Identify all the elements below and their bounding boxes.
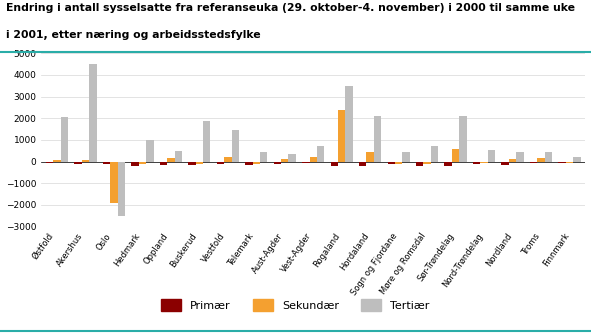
Bar xyxy=(174,151,182,162)
Text: Akershus: Akershus xyxy=(55,231,85,268)
Text: i 2001, etter næring og arbeidsstedsfylke: i 2001, etter næring og arbeidsstedsfylk… xyxy=(6,30,261,40)
Bar xyxy=(530,162,537,163)
Bar xyxy=(111,162,118,202)
Bar xyxy=(139,162,146,164)
Bar xyxy=(545,152,552,162)
Bar xyxy=(61,117,68,162)
Bar xyxy=(232,130,239,162)
Bar xyxy=(473,162,480,164)
Text: Nord-Trøndelag: Nord-Trøndelag xyxy=(441,231,485,289)
Text: Sogn og Fjordane: Sogn og Fjordane xyxy=(349,231,399,297)
Bar xyxy=(217,162,224,164)
Bar xyxy=(566,162,573,163)
Bar xyxy=(395,162,402,164)
Bar xyxy=(245,162,252,165)
Bar xyxy=(388,162,395,164)
Text: Nordland: Nordland xyxy=(484,231,514,268)
Bar xyxy=(480,162,488,163)
Bar xyxy=(274,162,281,164)
Bar xyxy=(366,152,374,162)
Bar xyxy=(444,162,452,166)
Bar xyxy=(189,162,196,165)
Bar xyxy=(416,162,423,166)
Bar xyxy=(82,161,89,162)
Text: Hedmark: Hedmark xyxy=(112,231,141,268)
Text: Troms: Troms xyxy=(521,231,542,257)
Bar xyxy=(310,157,317,162)
Bar xyxy=(423,162,431,164)
Bar xyxy=(558,162,566,163)
Text: Oppland: Oppland xyxy=(142,231,170,266)
Bar xyxy=(452,149,459,162)
Bar xyxy=(302,162,310,163)
Bar xyxy=(252,162,260,164)
Bar xyxy=(509,159,516,162)
Bar xyxy=(288,154,296,162)
Bar xyxy=(317,147,324,162)
Text: Oslo: Oslo xyxy=(95,231,113,252)
Bar xyxy=(167,158,174,162)
Bar xyxy=(131,162,139,166)
Text: Hordaland: Hordaland xyxy=(338,231,371,272)
Bar xyxy=(224,157,232,162)
Text: Aust-Agder: Aust-Agder xyxy=(251,231,285,275)
Bar xyxy=(431,147,438,162)
Bar xyxy=(345,86,353,162)
Bar xyxy=(330,162,338,166)
Bar xyxy=(46,162,53,163)
Bar xyxy=(281,159,288,162)
Text: Endring i antall sysselsatte fra referanseuka (29. oktober-4. november) i 2000 t: Endring i antall sysselsatte fra referan… xyxy=(6,3,575,13)
Y-axis label: Antall: Antall xyxy=(0,126,3,154)
Bar xyxy=(338,110,345,162)
Bar xyxy=(103,162,111,164)
Text: Vest-Agder: Vest-Agder xyxy=(280,231,313,274)
Text: Møre og Romsdal: Møre og Romsdal xyxy=(379,231,428,296)
Text: Sør-Trøndelag: Sør-Trøndelag xyxy=(416,231,456,283)
Text: Finnmark: Finnmark xyxy=(541,231,571,268)
Bar xyxy=(501,162,509,165)
Bar xyxy=(374,116,381,162)
Bar xyxy=(53,161,61,162)
Bar xyxy=(118,162,125,216)
Text: Rogaland: Rogaland xyxy=(312,231,342,269)
Bar xyxy=(516,152,524,162)
Bar xyxy=(160,162,167,165)
Bar xyxy=(260,152,267,162)
Legend: Primær, Sekundær, Tertiær: Primær, Sekundær, Tertiær xyxy=(158,296,433,314)
Bar xyxy=(488,150,495,162)
Bar xyxy=(537,158,545,162)
Bar xyxy=(359,162,366,166)
Bar xyxy=(459,116,467,162)
Text: Vestfold: Vestfold xyxy=(200,231,228,264)
Text: Østfold: Østfold xyxy=(31,231,56,261)
Text: Telemark: Telemark xyxy=(227,231,256,268)
Bar xyxy=(203,122,210,162)
Bar xyxy=(146,140,154,162)
Text: Buskerud: Buskerud xyxy=(168,231,199,269)
Bar xyxy=(402,152,410,162)
Bar xyxy=(196,162,203,164)
Bar xyxy=(89,64,96,162)
Bar xyxy=(573,157,580,162)
Bar xyxy=(74,162,82,164)
